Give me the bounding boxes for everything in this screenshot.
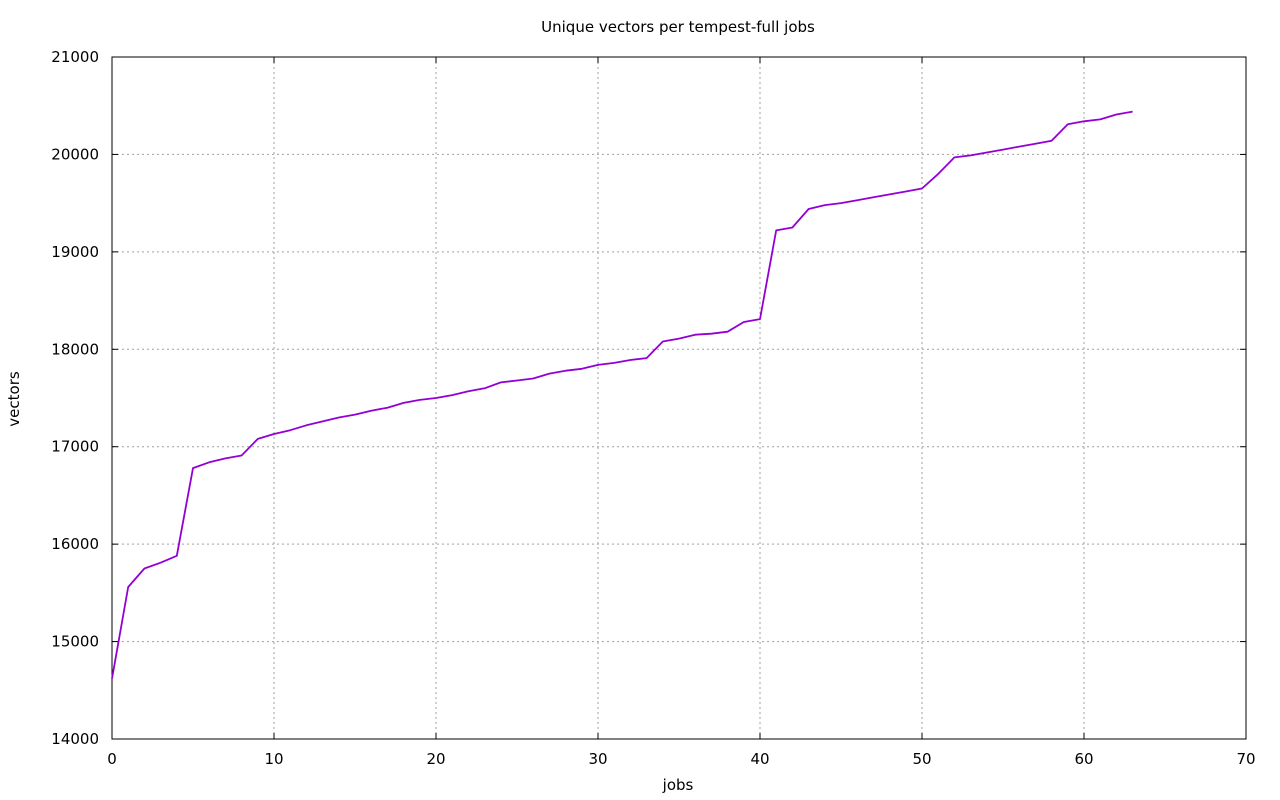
series (111, 110, 1133, 679)
y-axis-label: vectors (5, 371, 23, 427)
chart-title: Unique vectors per tempest-full jobs (541, 18, 815, 36)
x-tick-label: 20 (426, 750, 445, 768)
x-axis-label: jobs (662, 776, 694, 794)
x-tick-label: 10 (264, 750, 283, 768)
y-tick-label: 21000 (51, 48, 99, 66)
y-tick-label: 15000 (51, 633, 99, 651)
x-tick-label: 70 (1236, 750, 1255, 768)
x-tick-label: 60 (1074, 750, 1093, 768)
y-tick-label: 18000 (51, 340, 99, 358)
series-line (111, 110, 1133, 679)
x-tick-label: 40 (750, 750, 769, 768)
y-axis: 14000 15000 16000 17000 18000 19000 20000 21000 (51, 48, 1246, 748)
y-tick-label: 19000 (51, 243, 99, 261)
y-tick-label: 20000 (51, 145, 99, 163)
y-tick-label: 14000 (51, 730, 99, 748)
plot-frame (111, 56, 1247, 740)
x-tick-label: 0 (107, 750, 117, 768)
x-axis: 0 10 20 30 40 50 60 70 (107, 57, 1256, 768)
grid (112, 57, 1246, 739)
x-tick-label: 30 (588, 750, 607, 768)
y-tick-label: 17000 (51, 438, 99, 456)
y-tick-label: 16000 (51, 535, 99, 553)
x-tick-label: 50 (912, 750, 931, 768)
